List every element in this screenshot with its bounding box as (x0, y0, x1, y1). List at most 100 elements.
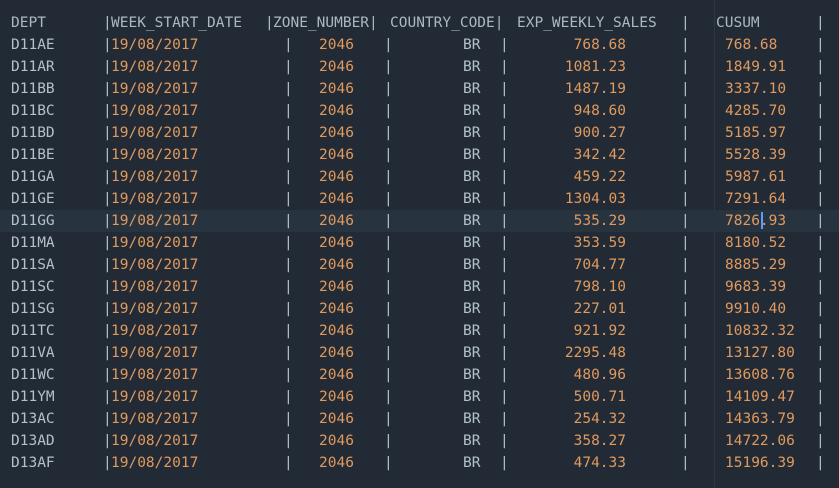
exp-weekly-sales-cell: 921.92 (573, 323, 626, 339)
table-row[interactable]: D11YM | 19/08/2017 | 2046 | BR | 500.71 | 14109.47… (0, 386, 839, 408)
header-line[interactable]: DEPT | WEEK_START_DATE | ZONE_NUMBER| CO… (0, 12, 825, 34)
column-separator: | (103, 37, 112, 53)
column-separator: | (103, 59, 112, 75)
text-cursor (761, 212, 763, 229)
column-separator: | (284, 103, 293, 119)
column-separator: | (284, 37, 293, 53)
week-start-date-cell: 19/08/2017 (111, 279, 199, 295)
dept-cell: D11GE (11, 191, 55, 207)
table-row[interactable]: D13AD | 19/08/2017 | 2046 | BR | 358.27 | 14722.06… (0, 430, 839, 452)
exp-weekly-sales-cell: 227.01 (573, 301, 626, 317)
table-row[interactable]: D11GG | 19/08/2017 | 2046 | BR | 535.29 | 7826.93 | (0, 210, 839, 232)
week-start-date-cell: 19/08/2017 (111, 345, 199, 361)
column-separator: | (681, 389, 690, 405)
cusum-cell: 14363.79 (725, 411, 795, 427)
column-separator: | (681, 411, 690, 427)
dept-cell: D11BC (11, 103, 55, 119)
column-separator: | (816, 59, 825, 75)
column-separator: | (681, 37, 690, 53)
header-country-code: COUNTRY_CODE| (390, 15, 504, 31)
column-separator: | (103, 279, 112, 295)
dept-cell: D13AF (11, 455, 55, 471)
country-code-cell: BR (463, 411, 481, 427)
table-row[interactable]: D11TC | 19/08/2017 | 2046 | BR | 921.92 | 10832.32… (0, 320, 839, 342)
exp-weekly-sales-cell: 1081.23 (564, 59, 626, 75)
column-separator: | (384, 169, 393, 185)
column-separator: | (384, 125, 393, 141)
zone-number-cell: 2046 (319, 323, 354, 339)
cusum-cell: 5987.61 (725, 169, 787, 185)
exp-weekly-sales-cell: 1304.03 (564, 191, 626, 207)
week-start-date-cell: 19/08/2017 (111, 191, 199, 207)
column-separator: | (103, 323, 112, 339)
column-separator: | (500, 389, 509, 405)
cusum-cell: 3337.10 (725, 81, 787, 97)
exp-weekly-sales-cell: 474.33 (573, 455, 626, 471)
column-separator: | (816, 81, 825, 97)
column-separator: | (384, 103, 393, 119)
column-separator: | (284, 191, 293, 207)
week-start-date-cell: 19/08/2017 (111, 59, 199, 75)
cusum-cell: 5185.97 (725, 125, 787, 141)
column-separator: | (500, 191, 509, 207)
table-row[interactable]: D11WC | 19/08/2017 | 2046 | BR | 480.96 | 13608.76… (0, 364, 839, 386)
cusum-cell: 13127.80 (725, 345, 795, 361)
dept-cell: D11SG (11, 301, 55, 317)
column-separator: | (103, 125, 112, 141)
week-start-date-cell: 19/08/2017 (111, 455, 199, 471)
table-row[interactable]: D11AE | 19/08/2017 | 2046 | BR | 768.68 | 768.68 | (0, 34, 839, 56)
column-separator: | (816, 367, 825, 383)
cusum-cell: 14109.47 (725, 389, 795, 405)
header-week-start-date: WEEK_START_DATE (111, 15, 242, 31)
column-separator: | (284, 455, 293, 471)
table-row[interactable]: D11GA | 19/08/2017 | 2046 | BR | 459.22 | 5987.61 | (0, 166, 839, 188)
column-separator: | (284, 125, 293, 141)
column-separator: | (816, 147, 825, 163)
header-exp-weekly-sales: EXP_WEEKLY_SALES (517, 15, 657, 31)
column-separator: | (284, 411, 293, 427)
cusum-cell: 1849.91 (725, 59, 787, 75)
table-row[interactable]: D11BD | 19/08/2017 | 2046 | BR | 900.27 | 5185.97 | (0, 122, 839, 144)
column-separator: | (284, 367, 293, 383)
dept-cell: D11WC (11, 367, 55, 383)
table-row[interactable]: D11BB | 19/08/2017 | 2046 | BR | 1487.19 | 3337.10… (0, 78, 839, 100)
country-code-cell: BR (463, 59, 481, 75)
table-row[interactable]: D11BC | 19/08/2017 | 2046 | BR | 948.60 | 4285.70 | (0, 100, 839, 122)
dept-cell: D11BD (11, 125, 55, 141)
table-row[interactable]: D11BE | 19/08/2017 | 2046 | BR | 342.42 | 5528.39 | (0, 144, 839, 166)
table-row[interactable]: D11VA | 19/08/2017 | 2046 | BR | 2295.48 | 13127.8… (0, 342, 839, 364)
column-separator: | (384, 37, 393, 53)
table-row[interactable]: D11GE | 19/08/2017 | 2046 | BR | 1304.03 | 7291.64… (0, 188, 839, 210)
column-separator: | (384, 81, 393, 97)
week-start-date-cell: 19/08/2017 (111, 411, 199, 427)
table-row[interactable]: D11AR | 19/08/2017 | 2046 | BR | 1081.23 | 1849.91… (0, 56, 839, 78)
week-start-date-cell: 19/08/2017 (111, 169, 199, 185)
column-separator: | (681, 81, 690, 97)
column-separator: | (103, 191, 112, 207)
column-separator: | (384, 389, 393, 405)
table-row[interactable]: D11SA | 19/08/2017 | 2046 | BR | 704.77 | 8885.29 | (0, 254, 839, 276)
column-separator: | (816, 37, 825, 53)
column-separator: | (103, 411, 112, 427)
table-row[interactable]: D13AF | 19/08/2017 | 2046 | BR | 474.33 | 15196.39… (0, 452, 839, 474)
column-separator: | (500, 37, 509, 53)
table-row[interactable]: D11SG | 19/08/2017 | 2046 | BR | 227.01 | 9910.40 | (0, 298, 839, 320)
column-separator: | (384, 323, 393, 339)
exp-weekly-sales-cell: 353.59 (573, 235, 626, 251)
table-row[interactable]: D13AC | 19/08/2017 | 2046 | BR | 254.32 | 14363.79… (0, 408, 839, 430)
table-row[interactable]: D11SC | 19/08/2017 | 2046 | BR | 798.10 | 9683.39 | (0, 276, 839, 298)
column-separator: | (284, 169, 293, 185)
country-code-cell: BR (463, 213, 481, 229)
country-code-cell: BR (463, 147, 481, 163)
cusum-cell: 13608.76 (725, 367, 795, 383)
exp-weekly-sales-cell: 798.10 (573, 279, 626, 295)
cusum-cell: 14722.06 (725, 433, 795, 449)
zone-number-cell: 2046 (319, 455, 354, 471)
table-row[interactable]: D11MA | 19/08/2017 | 2046 | BR | 353.59 | 8180.52 | (0, 232, 839, 254)
column-separator: | (500, 301, 509, 317)
country-code-cell: BR (463, 37, 481, 53)
zone-number-cell: 2046 (319, 191, 354, 207)
column-separator: | (816, 411, 825, 427)
column-separator: | (681, 455, 690, 471)
